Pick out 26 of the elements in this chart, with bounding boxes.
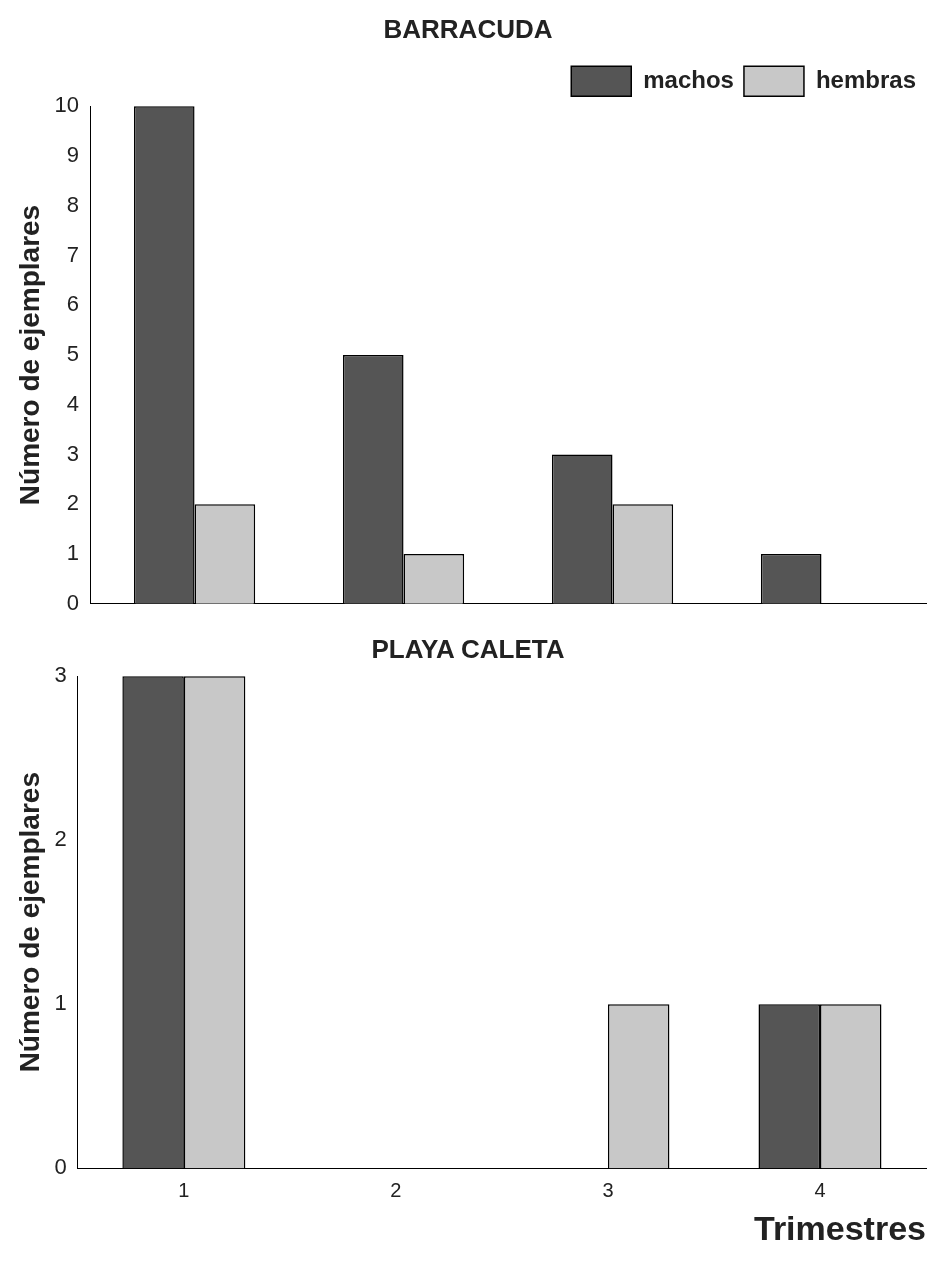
chart-title: BARRACUDA xyxy=(383,13,553,44)
y-axis-title: Número de ejemplares xyxy=(13,772,45,1073)
y-tick-label: 7 xyxy=(66,241,80,267)
y-tick-label: 2 xyxy=(54,826,67,852)
y-tick-label: 6 xyxy=(66,291,80,317)
y-tick-label: 1 xyxy=(54,990,67,1016)
y-tick-label: 10 xyxy=(54,92,80,118)
y-tick-label: 2 xyxy=(66,490,80,516)
y-tick-label: 0 xyxy=(66,589,80,615)
legend-label: machos xyxy=(643,65,734,93)
x-tick-label: 2 xyxy=(390,1178,402,1201)
chart-title: PLAYA CALETA xyxy=(371,633,565,664)
x-axis-title: Trimestres xyxy=(754,1208,926,1247)
y-tick-label: 3 xyxy=(66,440,80,466)
y-axis-title: Número de ejemplares xyxy=(13,204,45,506)
y-tick-label: 8 xyxy=(66,191,80,217)
y-tick-label: 5 xyxy=(66,341,80,367)
y-tick-label: 1 xyxy=(66,540,80,566)
y-tick-label: 9 xyxy=(66,142,80,168)
y-tick-label: 4 xyxy=(66,390,80,416)
x-tick-label: 4 xyxy=(814,1178,826,1201)
x-tick-label: 3 xyxy=(602,1178,614,1201)
y-tick-label: 3 xyxy=(54,662,67,688)
x-tick-label: 1 xyxy=(178,1178,190,1201)
legend-label: hembras xyxy=(815,65,916,93)
y-tick-label: 0 xyxy=(54,1154,67,1180)
